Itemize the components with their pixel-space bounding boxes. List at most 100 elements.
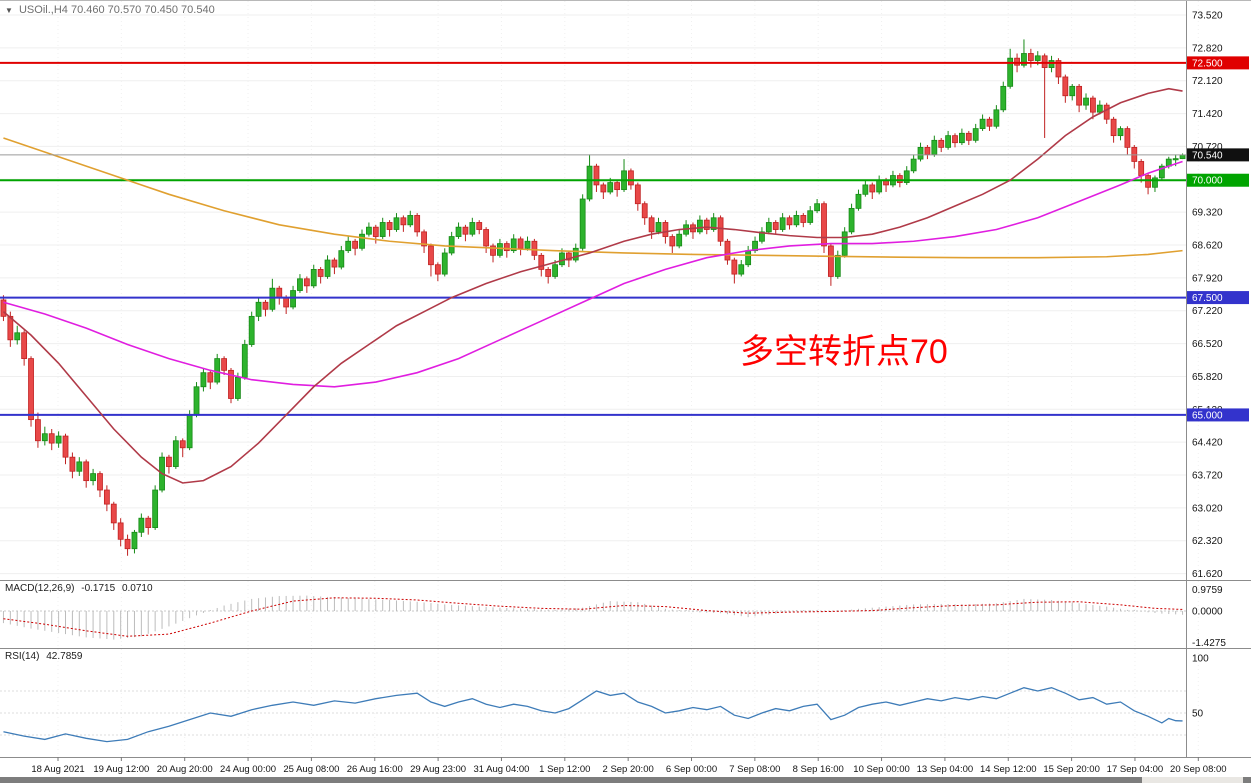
candle-body (1007, 57, 1014, 87)
time-tick-label[interactable]: 10 Sep 00:00 (853, 764, 910, 775)
rsi-tick-label: 100 (1192, 654, 1209, 665)
price-tick-label: 71.420 (1192, 109, 1223, 120)
scrollbar-thumb[interactable] (0, 777, 1142, 783)
candle-body (1145, 175, 1151, 188)
candle-body (172, 440, 179, 467)
candle-body (414, 215, 421, 233)
time-tick-label[interactable]: 13 Sep 04:00 (917, 764, 974, 775)
candle-body (648, 217, 655, 233)
price-tick-label: 72.820 (1192, 43, 1223, 54)
candle-body (428, 245, 434, 266)
candle-body (166, 456, 172, 467)
candle-body (434, 264, 441, 275)
macd-signal-value: 0.0710 (121, 583, 153, 594)
candle-body (393, 217, 400, 230)
candle-body (531, 240, 538, 256)
candle-body (124, 538, 131, 550)
candle-body (214, 358, 221, 383)
time-tick-label[interactable]: 15 Sep 20:00 (1043, 764, 1100, 775)
candle-body (669, 236, 676, 247)
candle-body (110, 503, 117, 524)
candle-body (565, 252, 572, 261)
candle-body (283, 297, 290, 308)
time-tick-label[interactable]: 7 Sep 08:00 (729, 764, 780, 775)
time-tick-label[interactable]: 25 Aug 08:00 (283, 764, 339, 775)
time-tick-label[interactable]: 31 Aug 04:00 (473, 764, 529, 775)
candle-body (765, 222, 772, 233)
ma-crimson-fast (2, 87, 1183, 484)
chart-text-annotation[interactable]: 多空转折点70 (740, 333, 948, 371)
candle-body (965, 132, 972, 141)
time-tick-label[interactable]: 1 Sep 12:00 (539, 764, 590, 775)
candle-body (131, 531, 138, 550)
time-tick-label[interactable]: 14 Sep 12:00 (980, 764, 1037, 775)
scrollbar-end-button[interactable] (1243, 777, 1251, 783)
candle-body (545, 269, 552, 277)
candle-body (586, 165, 593, 200)
candle-body (814, 203, 820, 212)
candle-body (386, 222, 393, 230)
macd-indicator-label: MACD(12,26,9) -0.1715 0.0710 (5, 583, 157, 594)
candle-body (269, 287, 276, 310)
time-tick-label[interactable]: 20 Aug 20:00 (157, 764, 213, 775)
rsi-name: RSI(14) (5, 651, 40, 662)
candle-body (641, 203, 648, 219)
candle-body (372, 226, 379, 237)
candle-body (1090, 97, 1096, 113)
candle-body (152, 489, 159, 528)
candle-body (986, 118, 993, 127)
candle-body (421, 231, 427, 247)
candle-body (476, 222, 483, 230)
time-tick-label[interactable]: 6 Sep 00:00 (666, 764, 717, 775)
time-tick-label[interactable]: 26 Aug 16:00 (347, 764, 403, 775)
candle-body (462, 226, 469, 235)
time-tick-label[interactable]: 24 Aug 00:00 (220, 764, 276, 775)
time-tick-label[interactable]: 8 Sep 16:00 (793, 764, 844, 775)
candle-body (117, 522, 124, 540)
candle-body (1179, 154, 1186, 160)
time-tick-label[interactable]: 18 Aug 2021 (31, 764, 84, 775)
price-tick-label: 68.620 (1192, 241, 1223, 252)
macd-tick-label: 0.0000 (1192, 607, 1223, 618)
candle-body (876, 179, 883, 193)
price-badge-label: 72.500 (1192, 58, 1223, 69)
candle-body (441, 252, 448, 275)
candle-body (76, 461, 83, 472)
macd-tick-label: 0.9759 (1192, 585, 1223, 596)
candle-body (1014, 57, 1020, 66)
dropdown-triangle-icon[interactable]: ▼ (5, 6, 13, 15)
candle-body (97, 473, 103, 491)
rsi-indicator-label: RSI(14) 42.7859 (5, 651, 86, 662)
candle-body (490, 245, 496, 256)
candle-body (786, 217, 793, 226)
candle-body (910, 158, 917, 172)
candle-body (807, 210, 814, 223)
candle-body (352, 240, 359, 249)
candle-body (366, 226, 372, 235)
price-tick-label: 66.520 (1192, 339, 1223, 350)
candle-body (1083, 97, 1089, 106)
rsi-value: 42.7859 (46, 651, 83, 662)
candle-body (234, 376, 241, 399)
candle-body (90, 473, 96, 482)
time-tick-label[interactable]: 29 Aug 23:00 (410, 764, 466, 775)
price-tick-label: 64.420 (1192, 438, 1223, 449)
candle-body (979, 118, 986, 129)
candle-body (207, 372, 214, 383)
candle-body (248, 315, 255, 345)
time-tick-label[interactable]: 17 Sep 04:00 (1107, 764, 1164, 775)
time-tick-label[interactable]: 19 Aug 12:00 (93, 764, 149, 775)
candle-body (469, 222, 476, 235)
time-tick-label[interactable]: 20 Sep 08:00 (1170, 764, 1227, 775)
candle-body (559, 252, 565, 266)
price-badge-label: 67.500 (1192, 293, 1223, 304)
price-tick-label: 63.020 (1192, 503, 1223, 514)
candle-body (572, 247, 579, 261)
candle-body (262, 301, 269, 310)
candle-body (710, 217, 717, 230)
price-badge (1187, 148, 1249, 162)
time-tick-label[interactable]: 2 Sep 20:00 (603, 764, 654, 775)
candle-body (972, 128, 979, 141)
